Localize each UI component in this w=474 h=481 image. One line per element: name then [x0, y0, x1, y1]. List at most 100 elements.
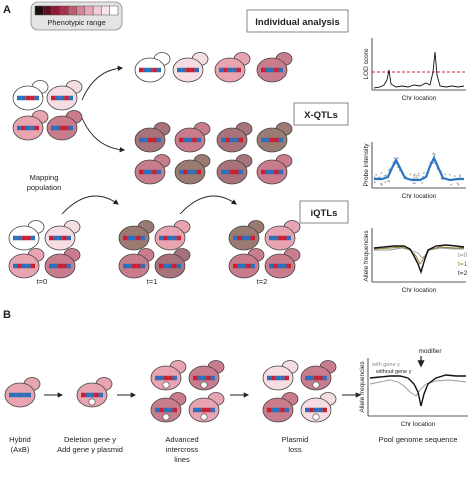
chromosome-segment	[155, 375, 160, 381]
chromosome-segment	[140, 235, 145, 241]
probe-point	[433, 153, 436, 156]
step-deletion-line2: Add gene y plasmid	[57, 445, 123, 454]
chromosome-segment	[127, 263, 132, 269]
yeast-cell	[264, 220, 301, 251]
legend-with-gene: with gene y	[371, 362, 400, 368]
chromosome-segment	[21, 125, 26, 131]
probe-point	[423, 172, 425, 174]
yeast-cell	[44, 248, 81, 279]
modifier-label: modifier	[418, 348, 442, 355]
yeast-cell	[8, 220, 45, 251]
chromosome-segment	[261, 67, 266, 73]
probe-point	[383, 174, 386, 177]
chromosome-segment	[51, 95, 56, 101]
chromosome-segment	[81, 392, 86, 398]
chromosome-segment	[176, 263, 181, 269]
probe-point	[453, 175, 456, 178]
chromosome-segment	[163, 407, 169, 413]
chromosome-segment	[136, 235, 141, 241]
chromosome-segment	[309, 407, 314, 413]
chromosome-segment	[284, 407, 289, 413]
yeast-cell	[264, 248, 301, 279]
allele-trace-t0	[374, 247, 464, 259]
chromosome-segment	[219, 67, 224, 73]
chromosome-segment	[275, 407, 281, 413]
chromosome-segment	[197, 407, 202, 413]
chromosome-segment	[159, 375, 164, 381]
chromosome-segment	[159, 263, 164, 269]
step-hybrid-line1: Hybrid	[9, 435, 31, 444]
allele-ylabel-a: Allele frequencies	[363, 230, 370, 282]
chromosome-segment	[183, 169, 188, 175]
chromosome-segment	[192, 137, 197, 143]
chromosome-segment	[225, 169, 230, 175]
step-plasmid-line1: Plasmid	[282, 435, 309, 444]
chromosome-segment	[57, 235, 63, 241]
chromosome-segment	[309, 375, 314, 381]
probe-point	[409, 173, 412, 176]
chromosome-segment	[66, 235, 71, 241]
chromosome-segment	[181, 67, 186, 73]
chromosome-segment	[26, 235, 31, 241]
chromosome-segment	[55, 95, 60, 101]
chromosome-segment	[241, 263, 247, 269]
yeast-cell	[4, 377, 41, 408]
arrow-to-xqtl	[81, 117, 126, 153]
yeast-cell	[134, 52, 171, 83]
chromosome-segment	[273, 263, 278, 269]
phenotype-swatch	[92, 5, 102, 16]
chromosome-segment	[163, 375, 169, 381]
chromosome-segment	[131, 235, 137, 241]
yeast-cell	[12, 110, 49, 141]
chromosome-segment	[17, 95, 22, 101]
probe-point	[459, 174, 461, 177]
probe-point	[418, 174, 420, 177]
chromosome-segment	[238, 169, 243, 175]
chromosome-segment	[159, 235, 164, 241]
chromosome-segment	[233, 235, 238, 241]
step-deletion-line1: Deletion gene y	[64, 435, 116, 444]
chromosome-segment	[172, 407, 177, 413]
chromosome-segment	[246, 263, 251, 269]
chromosome-segment	[187, 169, 193, 175]
chromosome-segment	[234, 169, 239, 175]
yeast-cell	[262, 360, 299, 391]
allele-legend-t0: t=0	[458, 252, 468, 259]
yeast-cell	[216, 122, 253, 153]
chromosome-segment	[172, 263, 177, 269]
chromosome-segment	[237, 235, 242, 241]
chromosome-segment	[159, 407, 164, 413]
chromosome-segment	[62, 235, 67, 241]
probe-point	[415, 174, 418, 177]
yeast-cell	[256, 154, 293, 185]
chromosome-segment	[234, 137, 239, 143]
yeast-cell	[300, 392, 337, 423]
iqtl-label: iQTLs	[311, 208, 338, 219]
chromosome-segment	[196, 137, 201, 143]
probe-point	[412, 182, 415, 185]
yeast-cell	[256, 122, 293, 153]
chromosome-segment	[229, 169, 235, 175]
chromosome-segment	[163, 235, 168, 241]
probe-point	[417, 172, 420, 175]
yeast-cell	[154, 220, 191, 251]
chromosome-segment	[322, 407, 327, 413]
phenotype-swatches	[34, 5, 119, 16]
chromosome-segment	[274, 169, 279, 175]
chromosome-segment	[201, 375, 207, 381]
chromosome-segment	[143, 67, 148, 73]
chromosome-segment	[194, 67, 199, 73]
individual-analysis-label: Individual analysis	[255, 17, 339, 28]
phenotype-swatch	[51, 5, 61, 16]
iqtl-box: iQTLs	[299, 200, 349, 224]
chromosome-segment	[156, 67, 161, 73]
panel-a-label: A	[3, 4, 11, 16]
phenotype-swatch	[43, 5, 52, 16]
chromosome-segment	[68, 125, 73, 131]
lod-trace	[373, 51, 465, 89]
chromosome-segment	[282, 235, 287, 241]
chromosome-segment	[269, 263, 274, 269]
chromosome-segment	[9, 392, 14, 398]
chromosome-segment	[322, 375, 327, 381]
